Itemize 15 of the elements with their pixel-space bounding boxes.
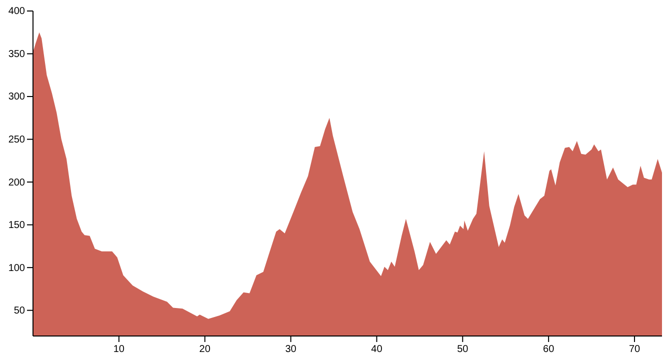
y-tick-label: 250 — [8, 134, 26, 146]
y-tick-label: 100 — [8, 262, 26, 274]
x-tick-label: 40 — [371, 344, 383, 356]
y-tick-label: 300 — [8, 92, 26, 103]
x-tick-label: 70 — [628, 344, 640, 356]
y-tick-label: 350 — [8, 48, 26, 60]
x-tick-label: 20 — [199, 344, 211, 356]
x-tick-label: 10 — [113, 344, 125, 356]
y-tick-label: 400 — [8, 6, 26, 18]
y-tick-label: 200 — [8, 177, 26, 188]
x-tick-label: 50 — [457, 344, 469, 356]
x-tick-label: 30 — [285, 344, 297, 356]
y-tick-label: 150 — [8, 220, 26, 232]
y-tick-label: 50 — [14, 306, 26, 317]
x-tick-label: 60 — [543, 344, 555, 356]
